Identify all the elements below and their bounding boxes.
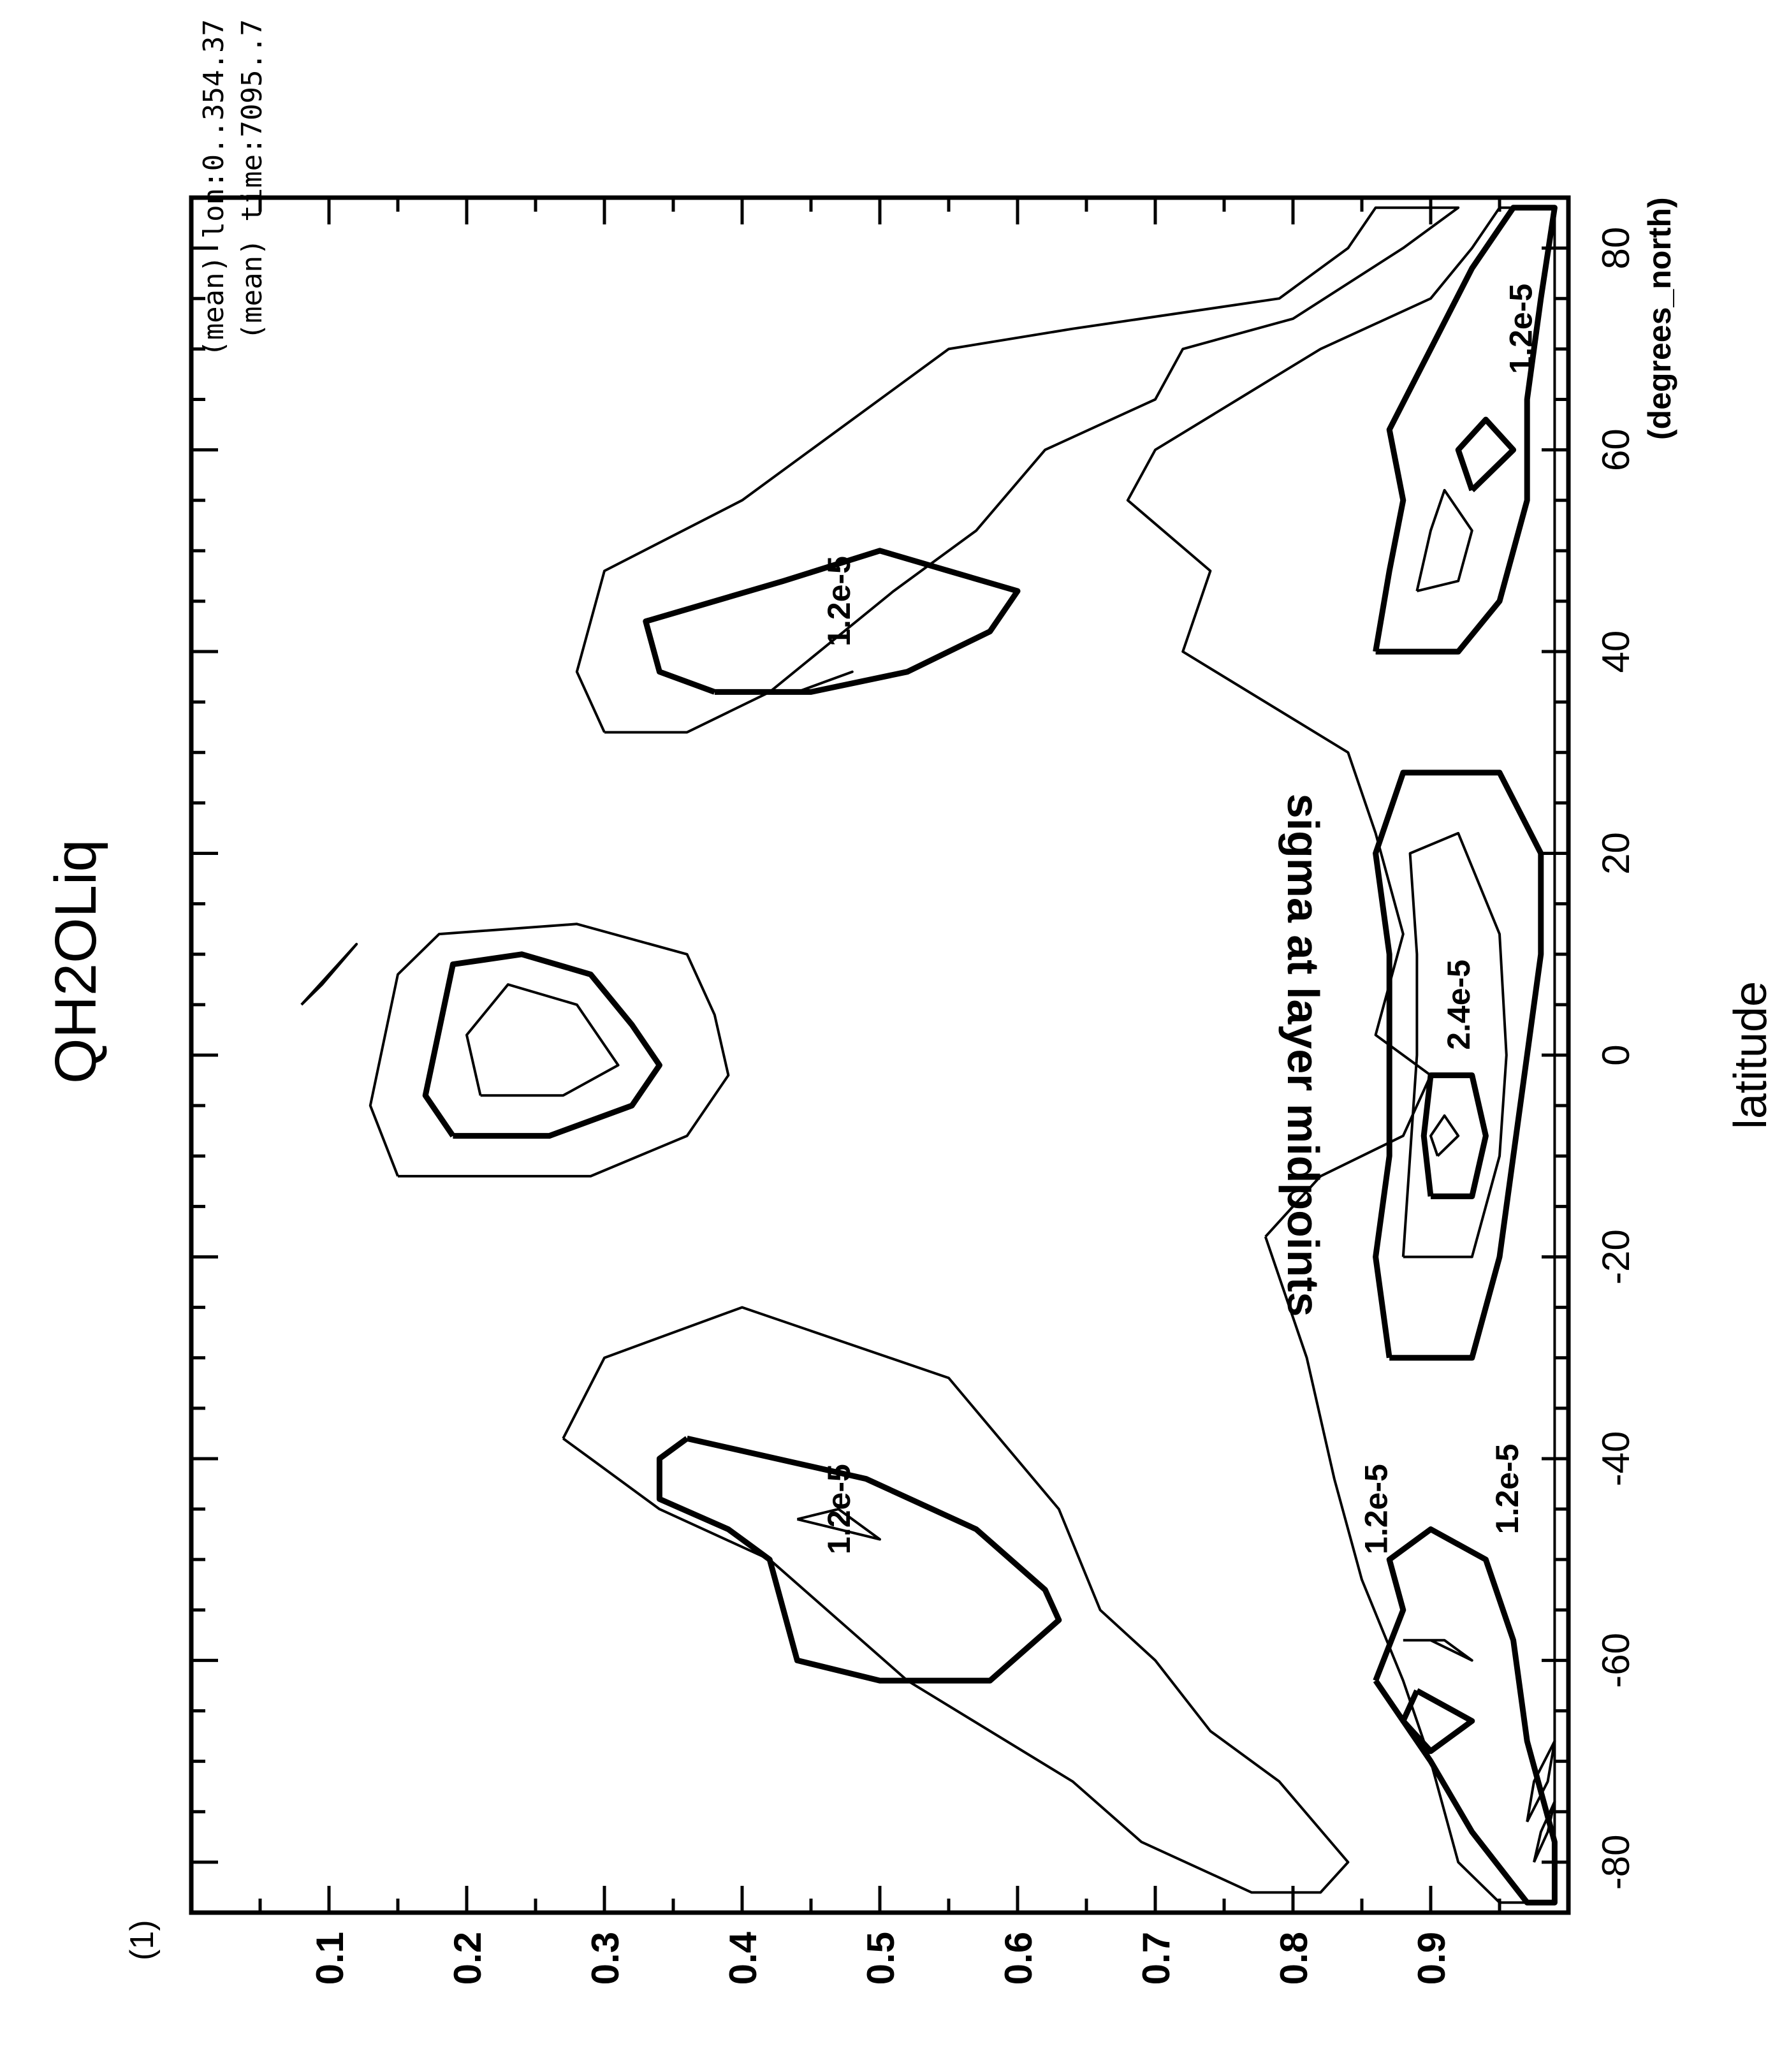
y-tick-label: 0.6 (997, 1932, 1040, 1985)
contour-line-13 (1420, 1072, 1489, 1199)
x-axis-units: (degrees_north) (1642, 197, 1677, 440)
x-tick-label: 40 (1595, 631, 1637, 673)
y-tick-label: 0.3 (584, 1932, 627, 1985)
contour-line-21 (1526, 1740, 1556, 1823)
y-tick-label: 0.5 (859, 1932, 902, 1985)
y-tick-label: 0.2 (446, 1932, 489, 1985)
x-axis-label: latitude (1725, 981, 1776, 1129)
rotated-figure: -80 -60 -40 -20 0 20 40 60 80 0.1 0.2 0.3 0.4 0.5 0.6… (43, 19, 1776, 1985)
plot-area: -80 -60 -40 -20 0 20 40 60 80 0.1 0.2 0.3 0.4 0.5 0.6… (189, 195, 1637, 1985)
x-tick-label: 60 (1595, 428, 1637, 471)
x-tick-label: -20 (1595, 1229, 1637, 1285)
contour-line-6 (465, 983, 620, 1097)
x-tick-label: -80 (1595, 1835, 1637, 1890)
contour-line-15 (1373, 205, 1558, 655)
contour-line-0 (562, 1306, 1350, 1894)
contour-labels: 1.2e-5 1.2e-5 1.2e-5 1.2e-5 1.2e-5 2.4e-5 (821, 284, 1538, 1554)
chart-title: QH2OLiq (43, 840, 108, 1084)
annotation-time: (mean) time:7095..7 (236, 19, 268, 340)
y-tick-label: 0.7 (1135, 1932, 1178, 1985)
contour-line-8 (643, 548, 1021, 695)
contour-line-22 (1533, 1800, 1556, 1863)
x-axis-ticks: -80 -60 -40 -20 0 20 40 60 80 (191, 227, 1637, 1890)
y-tick-label: 0.4 (722, 1931, 764, 1985)
contour-line-20 (1403, 1638, 1473, 1662)
contour-line-12 (1401, 831, 1508, 1259)
contour-label: 1.2e-5 (821, 556, 857, 646)
contour-line-2 (796, 1508, 881, 1541)
contour-label: 1.2e-5 (1359, 1464, 1394, 1554)
x-tick-label: -60 (1595, 1633, 1637, 1688)
contour-line-5 (422, 951, 662, 1139)
contour-lines (300, 205, 1558, 1906)
y-axis-label: sigma at layer midpoints (1278, 794, 1328, 1317)
contour-label: 1.2e-5 (1489, 1444, 1525, 1535)
contour-label: 1.2e-5 (1503, 284, 1538, 374)
contour-line-7 (575, 206, 1460, 734)
contour-line-14 (1429, 1114, 1460, 1157)
contour-line-19 (1400, 1688, 1475, 1755)
contour-line-18 (1373, 1526, 1558, 1906)
contour-line-17 (1455, 416, 1517, 493)
x-tick-label: 80 (1595, 227, 1637, 270)
y-tick-label: 0.1 (309, 1932, 351, 1985)
y-axis-ticks: 0.1 0.2 0.3 0.4 0.5 0.6 0.7 0.8 0.9 (258, 198, 1501, 1985)
contour-line-9 (796, 670, 854, 694)
contour-label: 2.4e-5 (1441, 959, 1477, 1050)
y-tick-label: 0.8 (1273, 1932, 1315, 1985)
y-tick-label: 0.9 (1410, 1932, 1453, 1985)
contour-line-16 (1415, 488, 1473, 593)
contour-line-10 (1126, 206, 1556, 1904)
contour-line-4 (369, 923, 730, 1178)
contour-label: 1.2e-5 (821, 1464, 857, 1554)
contour-line-1 (656, 1435, 1062, 1684)
x-tick-label: 20 (1595, 832, 1637, 875)
contour-line-3 (300, 942, 358, 1006)
annotation-lon: (mean) lon:0..354.37 (198, 19, 230, 357)
x-tick-label: -40 (1595, 1431, 1637, 1487)
x-tick-label: 0 (1595, 1044, 1637, 1065)
panel-label: (1) (124, 1920, 161, 1960)
contour-line-11 (1373, 770, 1544, 1361)
